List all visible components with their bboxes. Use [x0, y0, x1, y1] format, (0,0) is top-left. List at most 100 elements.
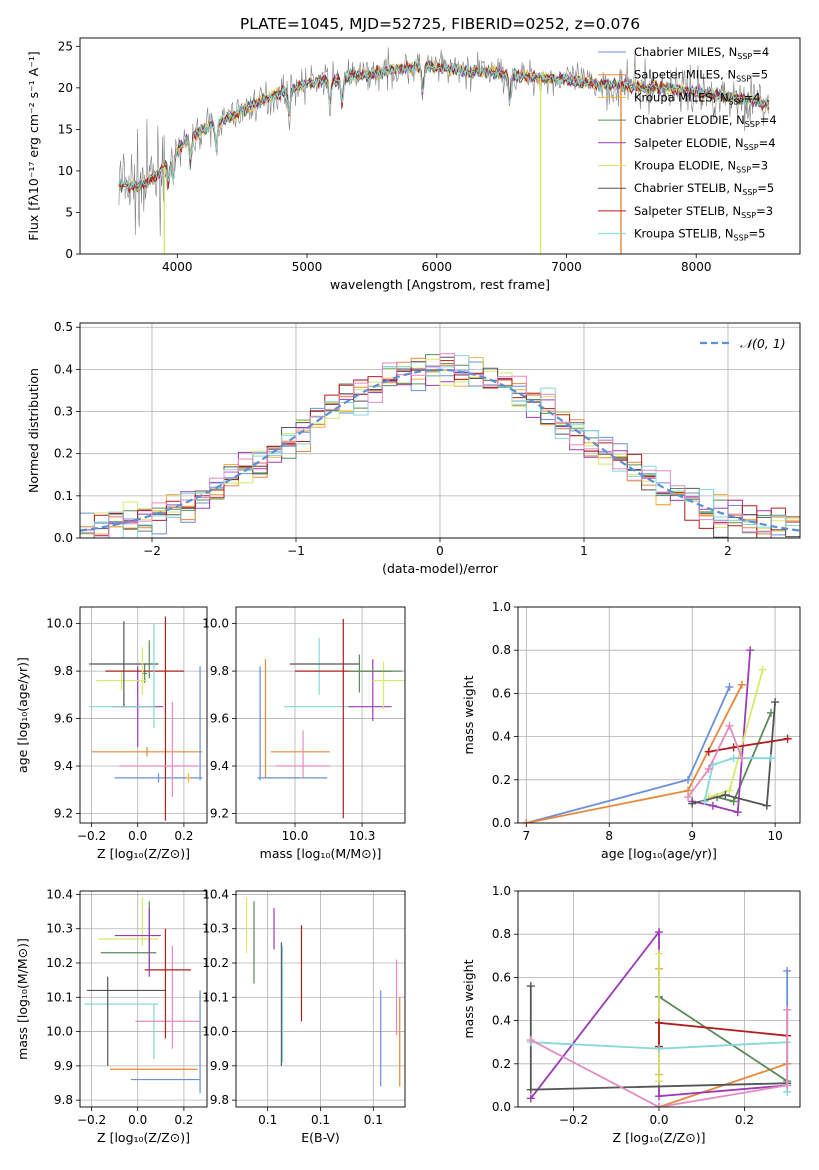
mass_vs_ebv-axes: 0.1 0.1 0.1 9.8 9.9 10.0 10.1 10.2 10.3 10.4 E(B-V… [202, 887, 406, 1145]
x-tick-label: 10 [767, 829, 782, 843]
mass_vs_ebv-frame [235, 890, 406, 1108]
y-tick-label: 10.3 [46, 922, 73, 936]
mass-weight-point-marker [655, 1092, 663, 1101]
mass-weight-series-line [691, 701, 776, 807]
x-tick-label: −0.2 [77, 1113, 106, 1127]
mass-weight-series-line [658, 996, 788, 1082]
y-tick-label: 9.9 [210, 1059, 229, 1073]
normal-legend-label: 𝒩(0, 1) [740, 336, 786, 351]
mass-weight-point-marker [684, 775, 693, 784]
mass-weight-point-marker [704, 765, 713, 773]
y-tick-label: 1.0 [492, 600, 511, 614]
y-tick-label: 0.4 [492, 730, 511, 744]
x-tick-label: 0.1 [364, 1113, 383, 1127]
x-axis-label: E(B-V) [301, 1130, 340, 1145]
y-axis-label: Flux [fλ10⁻¹⁷ erg cm⁻² s⁻¹ A⁻¹] [26, 51, 41, 240]
mass-weight-point-marker [655, 949, 663, 958]
legend-suffix: =4 [752, 45, 769, 59]
y-tick-label: 20 [58, 81, 73, 95]
legend-label: Chabrier STELIB, NSSP=5 [634, 181, 774, 197]
mass-weight-point-marker [758, 665, 767, 674]
y-tick-label: 9.2 [54, 807, 73, 821]
mass-weight-point-marker [700, 797, 709, 806]
y-tick-label: 0.8 [492, 927, 511, 941]
mass-weight-point-marker [526, 1094, 535, 1103]
mass-weight-point-marker [771, 698, 780, 707]
residuals-frame [79, 322, 801, 539]
legend-subscript: SSP [742, 188, 757, 197]
legend-label: Kroupa ELODIE, NSSP=3 [634, 159, 768, 175]
mass_vs_Z-marks [84, 897, 201, 1094]
legend-label: Salpeter ELODIE, NSSP=4 [634, 136, 776, 152]
normal-curve-line [80, 368, 800, 532]
mass-weight-point-marker [762, 801, 771, 810]
y-tick-label: 15 [58, 122, 73, 136]
x-axis-label: (data-model)/error [382, 561, 499, 576]
residuals-axes: −2 −1 0 1 2 0.0 0.1 0.2 0.3 0.4 0.5 (data-model)/er… [26, 320, 801, 576]
legend-subscript: SSP [736, 166, 751, 175]
mass-weight-point-marker [522, 819, 531, 823]
mass-weight-point-marker [655, 1077, 663, 1086]
age_vs_mass-frame [235, 606, 406, 824]
mass-weight-point-marker [721, 790, 730, 799]
mass-weight-point-marker [725, 786, 734, 795]
y-tick-label: 10.2 [46, 956, 73, 970]
y-tick-label: 9.9 [54, 1059, 73, 1073]
y-tick-label: 9.8 [54, 664, 73, 678]
y-tick-label: 0.5 [54, 320, 73, 334]
mass-weight-point-marker [766, 754, 775, 763]
mass-weight-point-marker [783, 1005, 792, 1014]
mass-weight-point-marker [688, 799, 697, 808]
y-axis-label: mass weight [461, 675, 476, 754]
legend-label: Chabrier MILES, NSSP=4 [634, 45, 769, 61]
mass-weight-point-marker [746, 646, 755, 655]
y-tick-label: 9.6 [54, 712, 73, 726]
y-tick-label: 0.3 [54, 405, 73, 419]
spectrum-axes: 4000 5000 6000 7000 8000 0 5 10 15 20 25 wavelength… [26, 37, 801, 292]
histogram-step-line [80, 355, 800, 538]
x-axis-label: Z [log₁₀(Z/Z⊙)] [613, 1130, 706, 1145]
y-tick-label: 0.6 [492, 686, 511, 700]
y-tick-label: 10.4 [46, 887, 73, 901]
x-tick-label: −1 [287, 544, 305, 558]
y-tick-label: 0.0 [492, 816, 511, 830]
mass-weight-point-marker [729, 754, 738, 763]
mass-weight-point-marker [737, 754, 746, 763]
histogram-step-line [80, 353, 800, 538]
mass-weight-point-marker [526, 1085, 535, 1094]
y-axis-label: age [log₁₀(age/yr)] [15, 657, 30, 773]
legend-label: Salpeter MILES, NSSP=5 [634, 68, 768, 84]
mass-weight-point-marker [526, 1036, 535, 1045]
y-tick-label: 0.4 [54, 362, 73, 376]
x-tick-label: 0.1 [311, 1113, 330, 1127]
y-tick-label: 5 [65, 205, 73, 219]
age_vs_Z-frame [79, 606, 208, 824]
y-tick-label: 0.0 [492, 1100, 511, 1114]
y-tick-label: 9.8 [210, 1093, 229, 1107]
legend-subscript: SSP [744, 143, 759, 152]
x-tick-label: 1 [580, 544, 588, 558]
legend-suffix: =4 [759, 136, 776, 150]
mass-weight-point-marker [655, 1103, 663, 1107]
x-tick-label: −2 [143, 544, 161, 558]
y-tick-label: 0.0 [54, 531, 73, 545]
y-tick-label: 0.4 [492, 1014, 511, 1028]
legend-subscript: SSP [745, 120, 760, 129]
mass_vs_ebv-marks [245, 897, 401, 1087]
mass_weight_vs_Z-marks [526, 928, 792, 1107]
y-tick-label: 10.0 [202, 1025, 229, 1039]
mass-weight-point-marker [725, 682, 734, 691]
y-tick-label: 10.0 [46, 617, 73, 631]
y-tick-label: 0.2 [492, 773, 511, 787]
spectrum-frame [79, 37, 801, 255]
mass-weight-point-marker [737, 680, 746, 689]
mass-weight-series-line [530, 1009, 789, 1107]
mass_vs_Z-frame [79, 890, 208, 1108]
figure-title: PLATE=1045, MJD=52725, FIBERID=0252, z=0… [240, 15, 640, 33]
x-axis-label: age [log₁₀(age/yr)] [601, 846, 717, 861]
y-tick-label: 0 [65, 247, 73, 261]
legend-suffix: =5 [757, 181, 774, 195]
mass-weight-series-line [703, 757, 771, 802]
mass-weight-point-marker [729, 797, 738, 806]
